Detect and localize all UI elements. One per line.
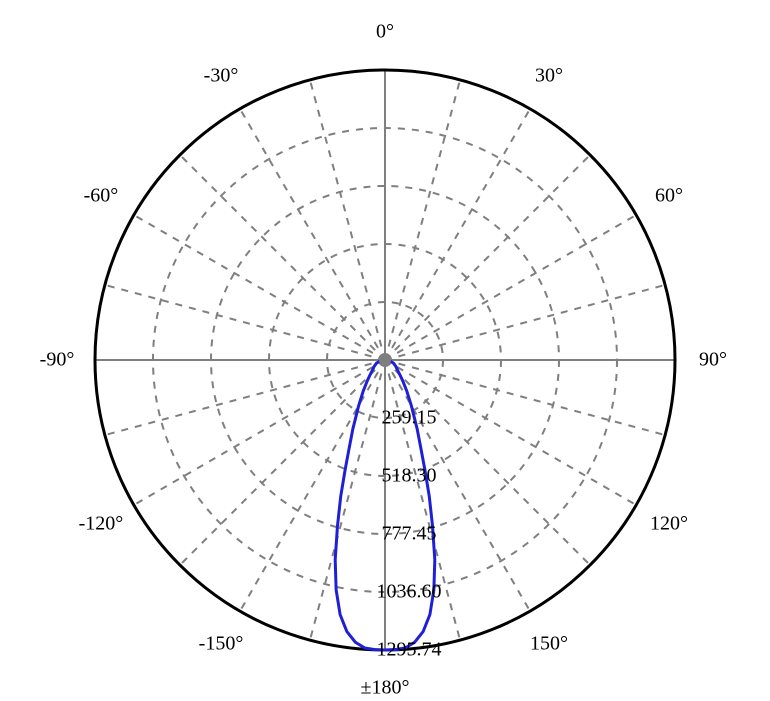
angle-tick-label: 0°	[376, 21, 394, 44]
angle-tick-label: ±180°	[361, 677, 410, 700]
radial-tick-label: 259.15	[382, 407, 437, 430]
angle-tick-label: 90°	[699, 349, 727, 372]
center-dot	[379, 354, 391, 366]
radial-tick-label: 1295.74	[377, 639, 442, 662]
angle-tick-label: 120°	[650, 513, 688, 536]
angle-tick-label: -60°	[84, 185, 119, 208]
angle-tick-label: 30°	[535, 64, 563, 87]
polar-chart: 0° 30° 60° 90° 120° 150° ±180° -150° -120° -90° -6…	[0, 0, 770, 701]
radial-tick-label: 1036.60	[377, 581, 442, 604]
radial-tick-label: 518.30	[382, 465, 437, 488]
angle-tick-label: 60°	[655, 185, 683, 208]
radial-tick-label: 777.45	[382, 523, 437, 546]
angle-tick-label: -90°	[40, 349, 75, 372]
angle-tick-label: 150°	[530, 633, 568, 656]
angle-tick-label: -120°	[79, 513, 124, 536]
angle-tick-label: -150°	[199, 633, 244, 656]
angle-tick-label: -30°	[204, 64, 239, 87]
